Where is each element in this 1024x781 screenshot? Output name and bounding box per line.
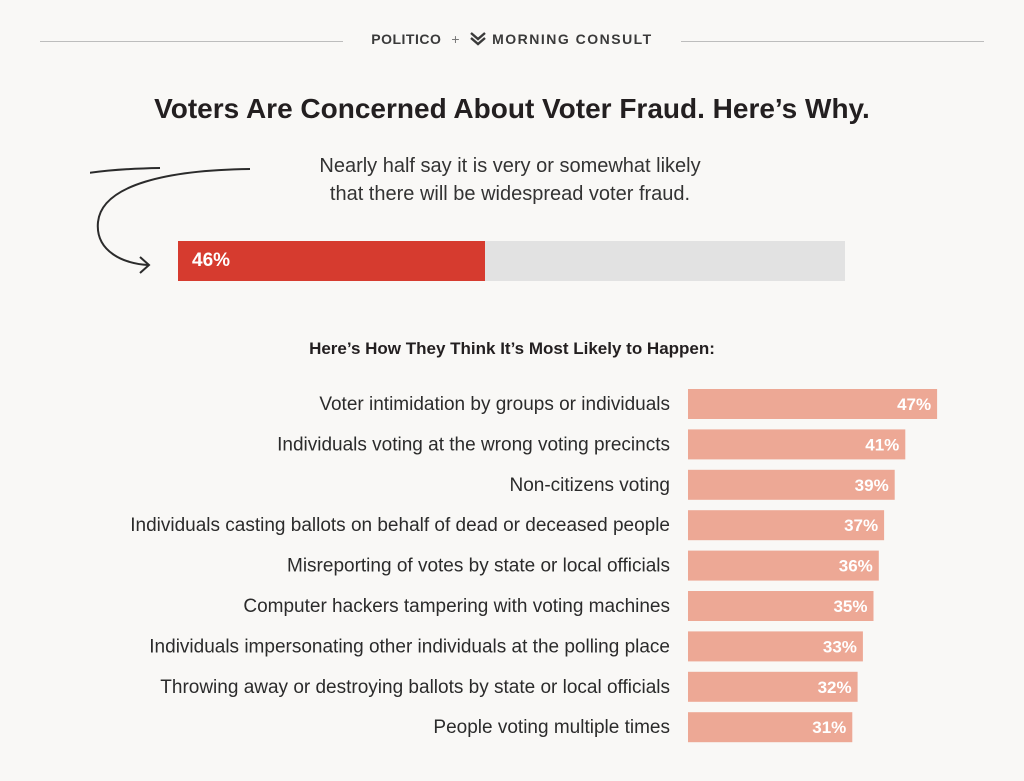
bar	[688, 550, 879, 581]
category-label: Individuals casting ballots on behalf of…	[130, 515, 670, 536]
bar	[688, 469, 895, 500]
category-label: Computer hackers tampering with voting m…	[243, 596, 670, 617]
bar	[688, 429, 906, 460]
category-label: Throwing away or destroying ballots by s…	[160, 677, 670, 698]
top-bar-value-label: 46%	[192, 250, 231, 271]
category-label: Individuals voting at the wrong voting p…	[277, 434, 670, 455]
bar	[688, 591, 874, 621]
bar-value-label: 39%	[855, 476, 889, 495]
subtitle-line-1: Nearly half say it is very or somewhat l…	[319, 155, 701, 177]
header-rule-right	[681, 41, 984, 42]
morning-consult-logo: MORNING CONSULT	[492, 31, 653, 47]
bar-value-label: 32%	[818, 678, 852, 697]
brand-header: POLITICO + MORNING CONSULT	[0, 31, 1024, 49]
arrow-path	[96, 168, 251, 274]
bar-value-label: 36%	[839, 557, 873, 576]
bar-value-label: 41%	[865, 435, 899, 454]
bar	[688, 671, 858, 702]
bar-value-label: 37%	[844, 516, 878, 535]
morning-consult-icon	[470, 32, 486, 49]
header-rule-left	[40, 41, 343, 42]
category-label: People voting multiple times	[433, 717, 670, 738]
bar-value-label: 31%	[812, 718, 846, 737]
category-label: Individuals impersonating other individu…	[149, 636, 670, 657]
category-label: Non-citizens voting	[509, 475, 670, 496]
plus-sign: +	[451, 31, 461, 47]
chart-title: Voters Are Concerned About Voter Fraud. …	[154, 93, 870, 124]
top-bar-fill	[178, 241, 485, 281]
bar	[688, 389, 938, 419]
section-heading: Here’s How They Think It’s Most Likely t…	[309, 339, 715, 358]
bar-value-label: 33%	[823, 637, 857, 656]
bar-chart: Voter intimidation by groups or individu…	[130, 389, 938, 743]
bar	[688, 712, 853, 743]
bar	[688, 631, 863, 662]
bar-value-label: 35%	[833, 597, 867, 616]
category-label: Misreporting of votes by state or local …	[287, 556, 670, 577]
bar-value-label: 47%	[897, 395, 931, 414]
politico-logo: POLITICO	[371, 31, 442, 47]
subtitle: Nearly half say it is very or somewhat l…	[260, 152, 760, 208]
subtitle-line-2: that there will be widespread voter frau…	[329, 183, 691, 205]
bar	[688, 510, 885, 541]
category-label: Voter intimidation by groups or individu…	[319, 394, 670, 415]
